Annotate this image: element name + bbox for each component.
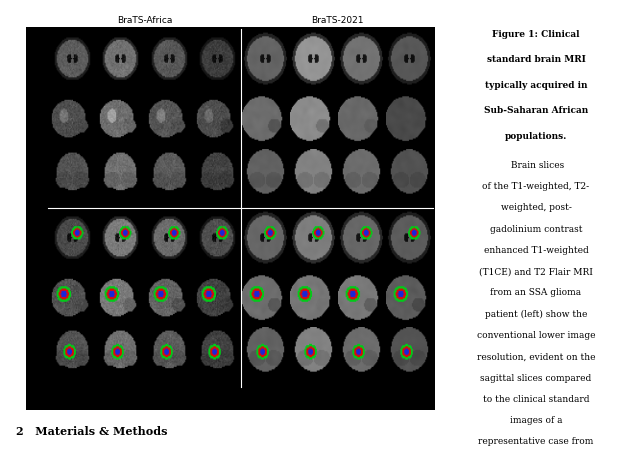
- Text: enhanced T1-weighted: enhanced T1-weighted: [484, 246, 588, 255]
- Text: Preprocessed: Preprocessed: [26, 97, 31, 140]
- Text: populations.: populations.: [505, 131, 567, 140]
- Text: T1: T1: [68, 394, 77, 400]
- Text: Labelled: Labelled: [26, 284, 31, 310]
- Text: T1: T1: [260, 394, 269, 400]
- Text: standard brain MRI: standard brain MRI: [486, 55, 586, 64]
- Text: T1CC: T1CC: [159, 394, 177, 400]
- Text: FLAIR: FLAIR: [207, 394, 227, 400]
- Text: sagittal slices compared: sagittal slices compared: [481, 374, 591, 382]
- Text: to the clinical standard: to the clinical standard: [483, 395, 589, 404]
- Text: FLAIR: FLAIR: [399, 394, 419, 400]
- Text: resolution, evident on the: resolution, evident on the: [477, 352, 595, 361]
- Text: T2: T2: [116, 394, 125, 400]
- Text: T1CC: T1CC: [352, 394, 370, 400]
- Text: BraTS-2021: BraTS-2021: [310, 16, 363, 25]
- Text: from an SSA glioma: from an SSA glioma: [490, 288, 582, 297]
- Text: images of a: images of a: [509, 416, 563, 425]
- Text: Figure 1: Clinical: Figure 1: Clinical: [492, 30, 580, 39]
- Text: T2: T2: [308, 394, 317, 400]
- Text: weighted, post-: weighted, post-: [500, 203, 572, 212]
- Text: of the T1-weighted, T2-: of the T1-weighted, T2-: [483, 182, 589, 191]
- Text: typically acquired in: typically acquired in: [484, 81, 588, 90]
- Text: Sub-Saharan African: Sub-Saharan African: [484, 106, 588, 115]
- Text: (T1CE) and T2 Flair MRI: (T1CE) and T2 Flair MRI: [479, 267, 593, 276]
- Text: BraTS-Africa: BraTS-Africa: [116, 16, 172, 25]
- Text: conventional lower image: conventional lower image: [477, 331, 595, 340]
- Text: Brain slices: Brain slices: [508, 161, 564, 170]
- Text: representative case from: representative case from: [478, 437, 594, 446]
- Text: patient (left) show the: patient (left) show the: [485, 310, 587, 319]
- Text: gadolinium contrast: gadolinium contrast: [490, 225, 582, 234]
- Text: 2   Materials & Methods: 2 Materials & Methods: [16, 426, 168, 437]
